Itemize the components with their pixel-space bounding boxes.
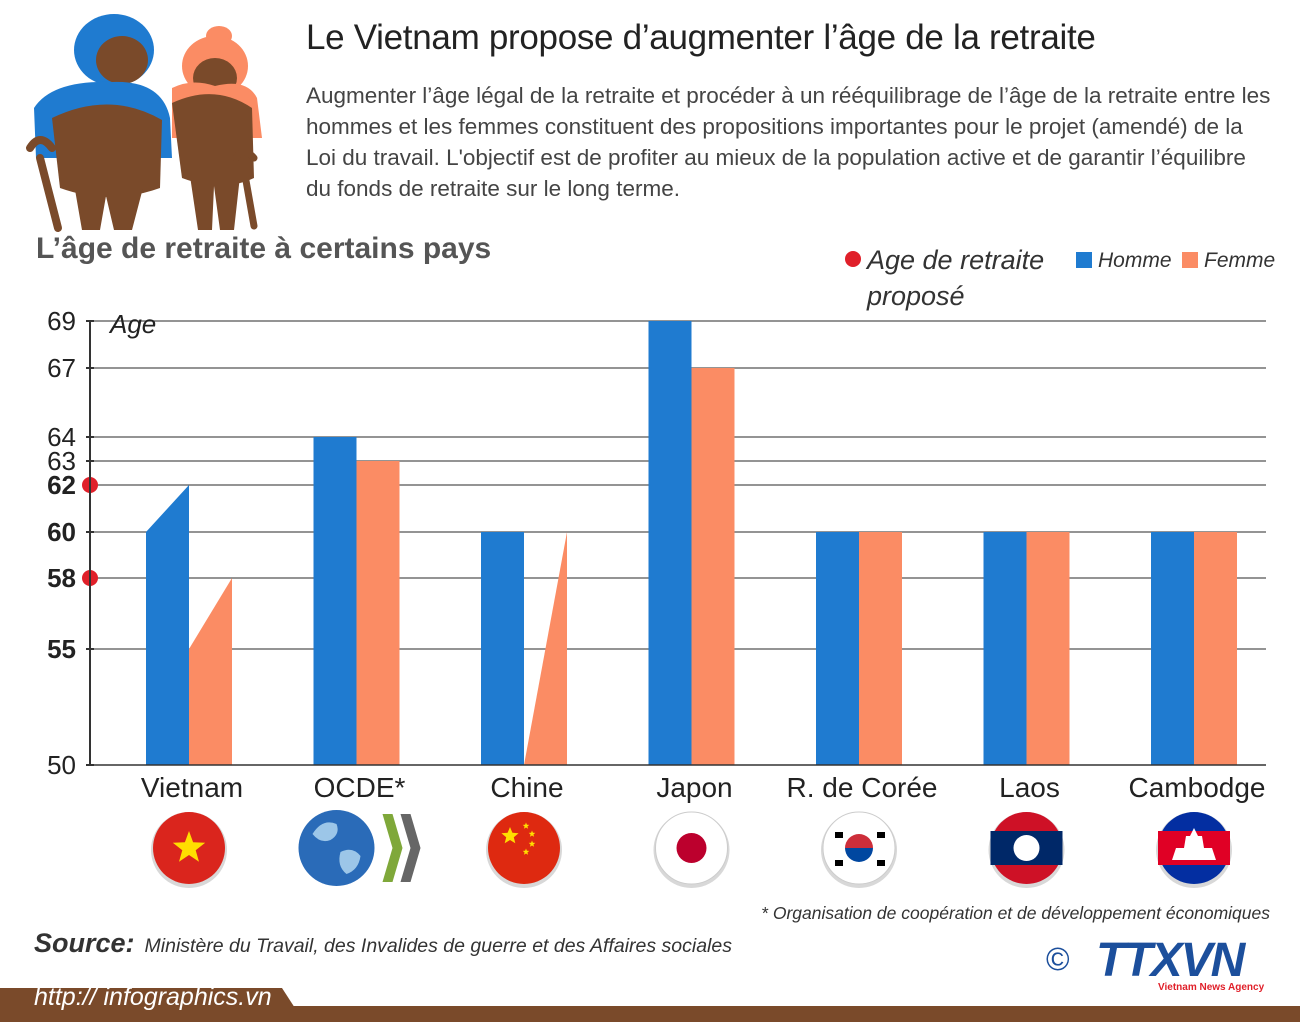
page-title: Le Vietnam propose d’augmenter l’âge de …	[306, 18, 1096, 57]
footnote: * Organisation de coopération et de déve…	[761, 903, 1270, 923]
y-tick-label: 64	[47, 422, 76, 452]
flag-disc-shape	[1013, 835, 1040, 861]
bar-homme	[983, 532, 1027, 765]
bar-femme	[189, 578, 232, 765]
logo-text: TTXVN	[1096, 934, 1247, 987]
category-label: Cambodge	[1129, 772, 1266, 803]
category-label: Japon	[656, 772, 732, 803]
copyright-symbol: ©	[1046, 941, 1070, 977]
flag-taegeuk-shape	[845, 848, 873, 862]
bar-femme	[356, 461, 400, 765]
legend-homme-swatch	[1076, 252, 1092, 268]
proposed-marker-icon	[845, 251, 861, 267]
ttxvn-logo: © TTXVN Vietnam News Agency	[1046, 934, 1265, 992]
oecd-chevron-shape	[400, 814, 421, 882]
bar-femme	[859, 532, 902, 765]
footer-band	[0, 988, 1300, 1022]
y-tick-label: 62	[47, 470, 76, 500]
flag-star-shape	[501, 827, 519, 844]
category-label: R. de Corée	[787, 772, 938, 803]
oecd-logo-icon	[298, 810, 375, 886]
flag-star-shape	[528, 830, 536, 837]
chart-title: L’âge de retraite à certains pays	[36, 232, 492, 265]
y-tick-label: 69	[47, 306, 76, 336]
bar-femme	[691, 368, 735, 765]
flag-star-shape	[172, 831, 206, 862]
category-label: OCDE*	[314, 772, 406, 803]
source-text: Ministère du Travail, des Invalides de g…	[144, 935, 732, 957]
china-flag-icon	[488, 812, 560, 884]
category-label: Vietnam	[141, 772, 243, 803]
y-tick-label: 58	[47, 563, 76, 593]
oecd-chevron-shape	[382, 814, 403, 882]
intro-paragraph: Augmenter l’âge légal de la retraite et …	[306, 83, 1271, 201]
bar-homme	[816, 532, 859, 765]
flag-temple-shape	[1172, 828, 1216, 860]
category-label: Chine	[490, 772, 563, 803]
legend-femme: Femme	[1182, 249, 1275, 273]
legend-femme-label: Femme	[1204, 249, 1276, 272]
flag-trigram-shape	[877, 860, 885, 866]
y-tick-label: 63	[47, 446, 76, 476]
bar-femme	[1026, 532, 1070, 765]
y-axis-label: Age	[108, 309, 156, 339]
bar-homme	[481, 532, 524, 765]
flag-trigram-shape	[877, 832, 885, 838]
legend-homme-label: Homme	[1098, 249, 1172, 272]
y-tick-label: 55	[47, 634, 76, 664]
legend-proposed-label: Age de retraite	[867, 245, 1045, 275]
y-tick-label: 60	[47, 517, 76, 547]
flag-trigram-shape	[835, 860, 843, 866]
bar-femme	[524, 532, 567, 765]
bar-homme	[146, 485, 189, 765]
category-label: Laos	[999, 772, 1060, 803]
logo-subtext: Vietnam News Agency	[1158, 982, 1265, 992]
bar-homme	[313, 437, 357, 765]
globe-land-shape	[312, 822, 361, 874]
legend-homme: Homme	[1076, 249, 1172, 273]
flag-star-shape	[528, 840, 536, 847]
source-line: Source: Ministère du Travail, des Invalid…	[34, 928, 732, 959]
bar-femme	[1194, 532, 1237, 765]
flag-disc-shape	[676, 833, 707, 863]
flag-trigram-shape	[835, 832, 843, 838]
y-tick-label: 50	[47, 750, 76, 780]
legend-femme-swatch	[1182, 252, 1198, 268]
flag-taegeuk-shape	[845, 834, 873, 848]
legend-proposed-label-2: proposé	[867, 281, 965, 311]
bar-homme	[1151, 532, 1194, 765]
flag-star-shape	[522, 822, 530, 829]
flag-star-shape	[522, 848, 530, 855]
source-label: Source:	[34, 928, 135, 958]
elderly-couple-illustration	[26, 14, 262, 232]
legend-proposed-age: Age de retraite proposé	[845, 242, 1044, 314]
bar-homme	[648, 321, 692, 765]
infographics-url-link[interactable]: http:// infographics.vn	[34, 983, 272, 1011]
y-tick-label: 67	[47, 353, 76, 383]
